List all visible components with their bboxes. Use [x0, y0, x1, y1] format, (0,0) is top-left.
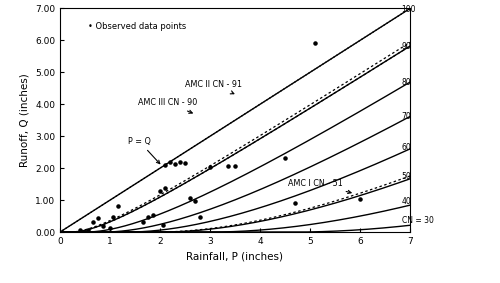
Point: [138, 220, 146, 224]
Point: [191, 198, 199, 203]
Point: [231, 163, 239, 168]
Text: 50: 50: [402, 172, 411, 181]
Point: [161, 163, 169, 167]
Text: 100: 100: [402, 5, 416, 14]
Y-axis label: Runoff, Q (inches): Runoff, Q (inches): [20, 73, 30, 167]
Point: [166, 160, 174, 165]
Point: [88, 220, 96, 224]
Point: [156, 189, 164, 194]
Point: [281, 156, 289, 160]
Text: • Observed data points: • Observed data points: [88, 22, 186, 31]
Text: AMC II CN - 91: AMC II CN - 91: [185, 80, 242, 94]
Point: [206, 164, 214, 169]
Point: [98, 224, 106, 229]
Point: [144, 215, 152, 219]
Point: [196, 215, 204, 219]
Point: [291, 200, 299, 205]
Point: [148, 213, 156, 218]
Point: [181, 161, 189, 166]
Point: [114, 203, 122, 208]
Point: [108, 215, 116, 219]
Point: [311, 41, 319, 45]
Point: [171, 162, 179, 167]
X-axis label: Rainfall, P (inches): Rainfall, P (inches): [186, 252, 284, 261]
Text: 80: 80: [402, 78, 411, 87]
Point: [76, 228, 84, 233]
Point: [84, 227, 92, 232]
Point: [186, 195, 194, 200]
Text: 90: 90: [402, 42, 411, 51]
Point: [94, 215, 102, 220]
Text: P = Q: P = Q: [128, 136, 160, 164]
Text: AMC I CN - 51: AMC I CN - 51: [288, 179, 351, 194]
Text: 60: 60: [402, 143, 411, 152]
Text: 40: 40: [402, 197, 411, 206]
Point: [224, 163, 232, 168]
Point: [356, 197, 364, 202]
Text: AMC III CN - 90: AMC III CN - 90: [138, 98, 197, 113]
Point: [158, 223, 166, 227]
Text: CN = 30: CN = 30: [402, 216, 434, 226]
Point: [176, 160, 184, 165]
Text: 70: 70: [402, 112, 411, 121]
Point: [161, 186, 169, 190]
Point: [106, 226, 114, 230]
